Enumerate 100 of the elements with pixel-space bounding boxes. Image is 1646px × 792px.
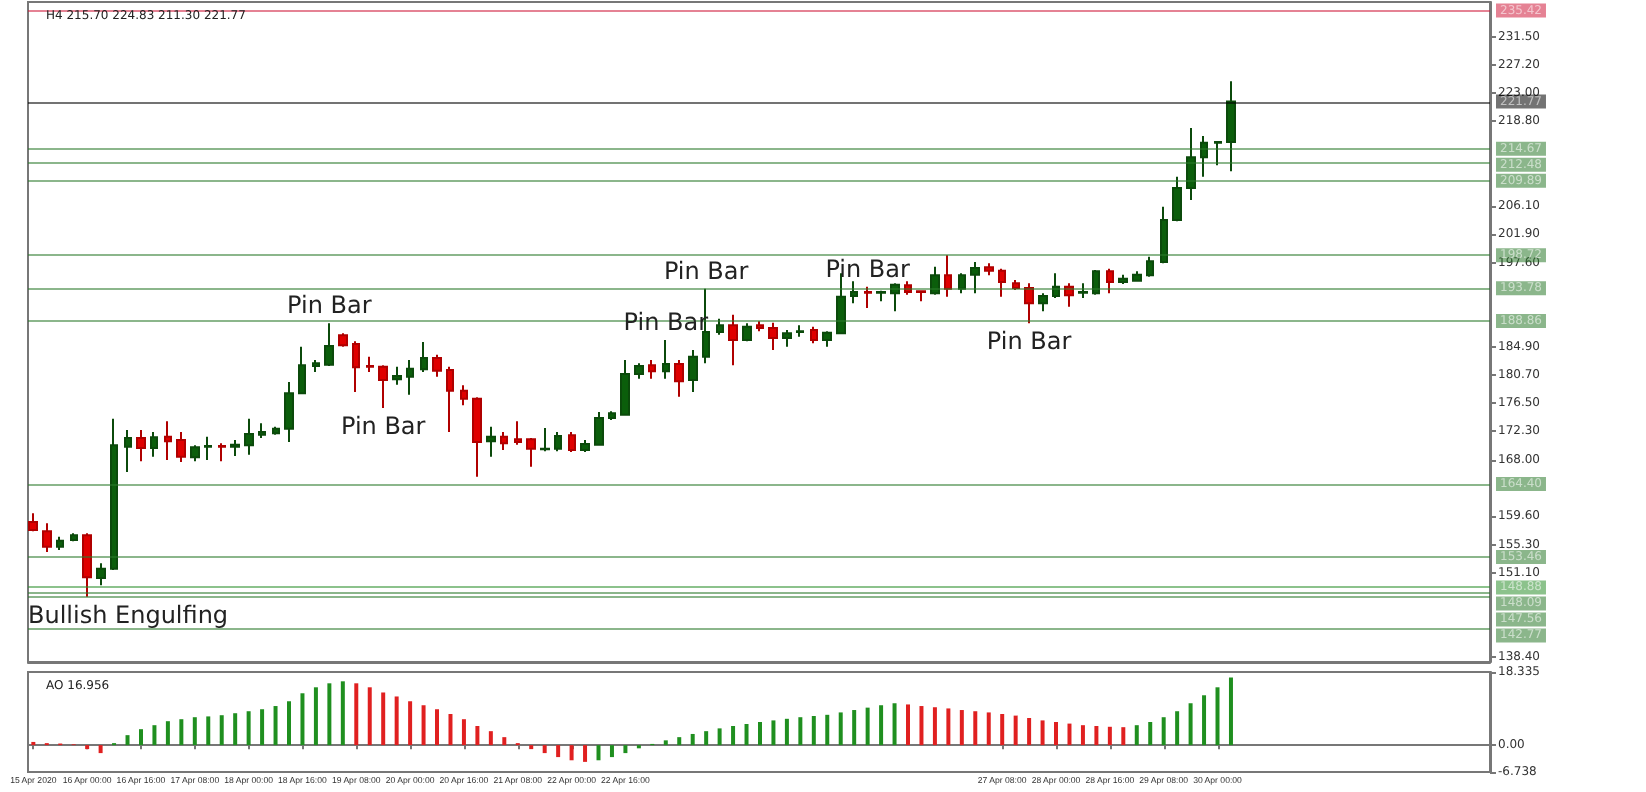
candlestick <box>70 532 78 543</box>
candlestick <box>486 425 496 458</box>
annotation: Pin Bar <box>663 256 749 285</box>
bar <box>1040 720 1045 746</box>
bar <box>919 706 924 746</box>
bar <box>1202 695 1207 746</box>
candlestick <box>420 341 428 373</box>
bar <box>596 745 601 761</box>
bar <box>771 720 776 746</box>
bar <box>932 707 937 746</box>
bar <box>313 687 318 746</box>
bar <box>448 714 453 746</box>
bar <box>973 711 978 746</box>
candlestick <box>56 535 64 551</box>
candlestick <box>662 339 670 380</box>
bar <box>1080 725 1085 746</box>
bar <box>408 701 413 746</box>
candlestick <box>768 321 778 351</box>
bar <box>98 745 103 754</box>
bar <box>690 733 695 746</box>
bar <box>152 725 157 746</box>
bar <box>1013 715 1018 746</box>
candlestick <box>136 429 146 463</box>
candlestick <box>1092 269 1100 296</box>
candlestick <box>674 359 684 398</box>
bar <box>556 745 561 758</box>
candlestick <box>608 410 616 421</box>
bar <box>246 711 251 746</box>
bar <box>583 745 588 762</box>
bar <box>798 717 803 746</box>
bar <box>717 728 722 746</box>
candlestick <box>338 332 348 348</box>
candlestick <box>150 431 158 458</box>
candlestick <box>392 365 402 386</box>
candlestick <box>1038 292 1048 313</box>
bar <box>1094 725 1099 746</box>
candlestick <box>756 320 764 333</box>
bar <box>381 692 386 746</box>
candlestick <box>500 431 508 451</box>
candlestick <box>1078 282 1088 299</box>
bar <box>852 710 857 746</box>
candlestick <box>96 562 106 587</box>
bar <box>1215 687 1220 746</box>
bar <box>1027 718 1032 746</box>
candlestick <box>1172 175 1182 223</box>
bar <box>811 716 816 746</box>
candlestick <box>810 325 818 345</box>
candlestick <box>42 522 52 553</box>
bar <box>744 723 749 746</box>
candlestick <box>620 359 630 417</box>
bar <box>1134 725 1139 746</box>
candlestick <box>958 272 966 295</box>
bar <box>488 731 493 746</box>
bar <box>731 725 736 746</box>
bar <box>125 735 130 746</box>
bar <box>1228 677 1233 746</box>
candlestick <box>864 285 872 309</box>
bar <box>260 709 265 746</box>
candlestick <box>28 512 38 533</box>
candlestick <box>998 267 1006 298</box>
candlestick <box>984 262 994 277</box>
bar <box>192 717 197 746</box>
bar <box>502 737 507 746</box>
bar <box>879 705 884 746</box>
bar <box>219 715 224 746</box>
bar <box>138 729 143 746</box>
candlestick <box>1052 272 1060 299</box>
bar <box>179 719 184 746</box>
bar <box>354 683 359 746</box>
bar <box>1067 723 1072 746</box>
bar <box>784 718 789 746</box>
candlestick <box>944 254 952 298</box>
bar <box>838 712 843 746</box>
candlestick <box>540 427 550 453</box>
candlestick <box>82 532 92 598</box>
candlestick <box>742 322 752 343</box>
candlestick <box>1226 80 1236 173</box>
candlestick <box>890 282 900 313</box>
candlestick <box>406 359 414 396</box>
candlestick <box>716 317 724 336</box>
candlestick <box>1024 282 1034 325</box>
bar <box>704 731 709 746</box>
candlestick <box>1214 140 1222 167</box>
bar <box>959 710 964 746</box>
annotation: Pin Bar <box>287 291 372 320</box>
candlestick <box>1146 255 1154 278</box>
bar <box>461 719 466 746</box>
candlestick <box>1118 273 1128 285</box>
candlestick <box>1064 282 1074 308</box>
annotation: Pin Bar <box>825 254 911 283</box>
candlestick <box>324 322 334 367</box>
candlestick <box>876 289 886 303</box>
candlestick <box>284 381 294 443</box>
bar <box>663 740 668 746</box>
candlestick <box>1186 127 1196 201</box>
bar <box>1000 714 1005 746</box>
candlestick <box>514 420 522 446</box>
bar <box>165 721 170 746</box>
bar <box>206 716 211 746</box>
bar <box>394 696 399 746</box>
